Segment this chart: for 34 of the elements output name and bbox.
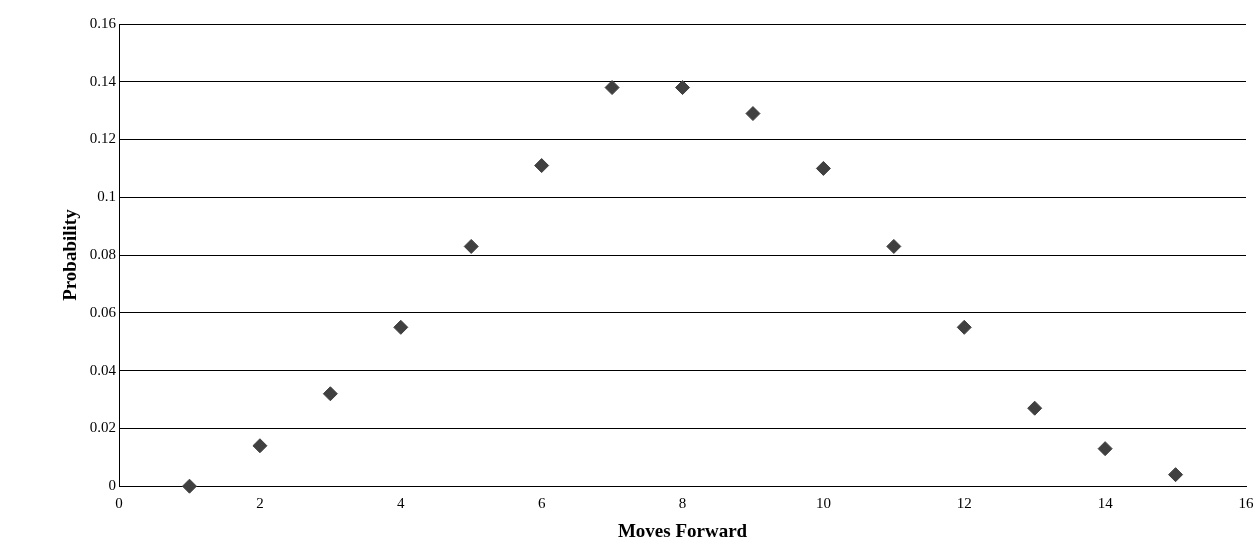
y-tick-label: 0.14 — [89, 72, 117, 89]
y-tick-label: 0.04 — [89, 361, 117, 378]
point — [463, 238, 479, 254]
x-axis-title: Moves Forward — [617, 519, 748, 541]
point — [534, 158, 550, 174]
point — [1027, 400, 1043, 416]
point — [322, 386, 338, 402]
point — [815, 160, 831, 176]
y-tick-label: 0.08 — [89, 246, 117, 263]
y-axis-title: Probability — [59, 208, 81, 301]
x-tick-label: 2 — [256, 495, 264, 512]
x-tick-label: 8 — [678, 495, 687, 512]
point — [1168, 467, 1184, 483]
y-tick-label: 0.12 — [89, 130, 117, 147]
point — [886, 238, 902, 254]
point — [604, 80, 620, 96]
point — [1097, 441, 1113, 457]
point — [956, 319, 972, 335]
x-tick-label: 14 — [1097, 495, 1114, 512]
x-tick-label: 16 — [1238, 495, 1254, 512]
point — [181, 478, 197, 494]
x-tick-label: 6 — [537, 495, 546, 512]
point — [252, 438, 268, 454]
y-tick-label: 0 — [108, 477, 117, 494]
point — [393, 319, 409, 335]
point — [745, 106, 761, 122]
y-tick-label: 0.06 — [89, 303, 117, 320]
y-tick-label: 0.02 — [89, 419, 117, 436]
point — [675, 80, 691, 96]
x-tick-label: 4 — [397, 495, 406, 512]
x-tick-label: 12 — [956, 495, 972, 512]
y-tick-label: 0.1 — [97, 188, 117, 205]
y-tick-label: 0.16 — [89, 14, 117, 31]
x-tick-label: 10 — [815, 495, 831, 512]
